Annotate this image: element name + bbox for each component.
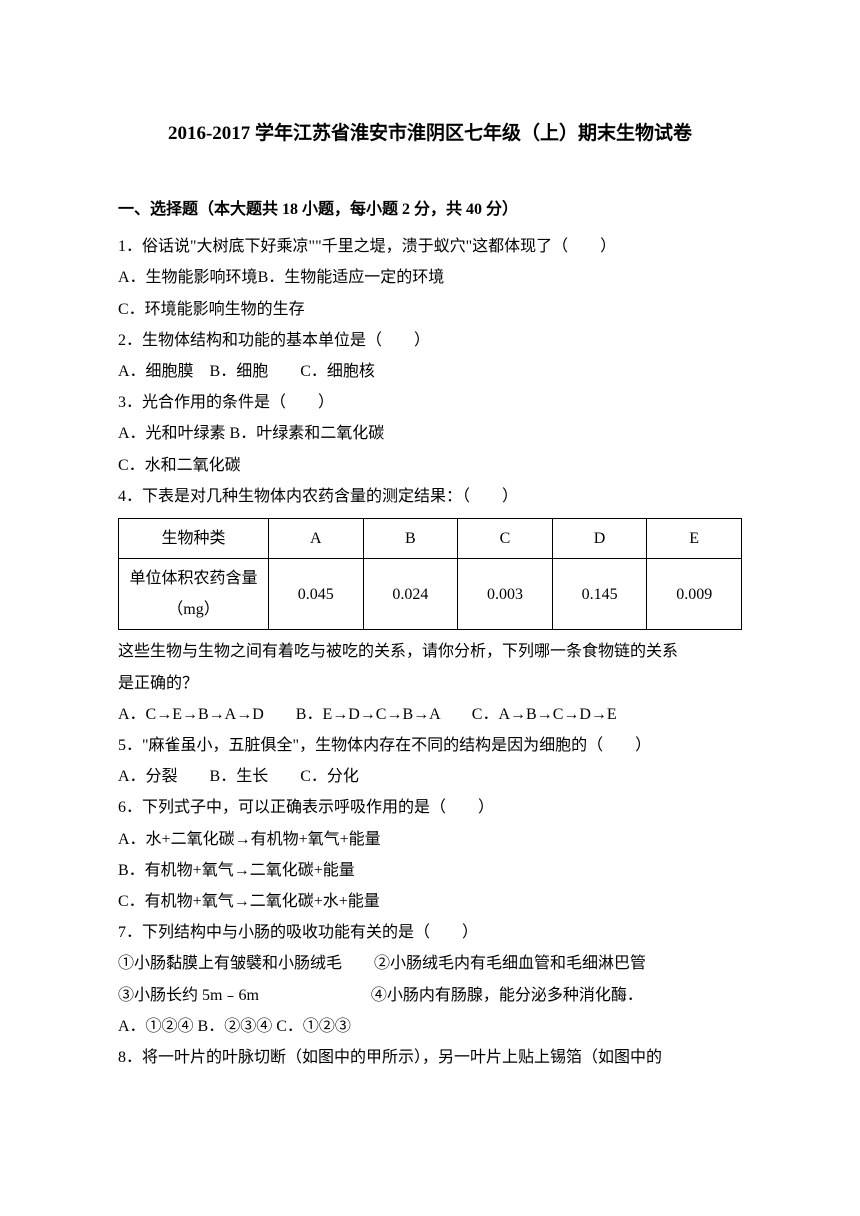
q1-option-c: C．环境能影响生物的生存	[118, 294, 742, 325]
q4-desc-line2: 是正确的？	[118, 668, 742, 699]
question-2-options: A．细胞膜 B．细胞 C．细胞核	[118, 356, 742, 387]
table-cell: C	[458, 518, 553, 558]
table-cell: 0.145	[552, 559, 647, 630]
question-8: 8．将一叶片的叶脉切断（如图中的甲所示），另一叶片上贴上锡箔（如图中的	[118, 1042, 742, 1073]
question-7: 7．下列结构中与小肠的吸收功能有关的是（ ）	[118, 917, 742, 948]
question-7-options: A．①②④ B．②③④ C．①②③	[118, 1011, 742, 1042]
question-4: 4．下表是对几种生物体内农药含量的测定结果：（ ）	[118, 481, 742, 512]
question-2: 2．生物体结构和功能的基本单位是（ ）	[118, 325, 742, 356]
table-row-label: 单位体积农药含量（mg）	[119, 559, 269, 630]
table-header-label: 生物种类	[119, 518, 269, 558]
q3-options-ab: A．光和叶绿素 B．叶绿素和二氧化碳	[118, 418, 742, 449]
q7-sub-line2: ③小肠长约 5m﹣6m ④小肠内有肠腺，能分泌多种消化酶．	[118, 980, 742, 1011]
q1-option-a: A．生物能影响环境	[118, 269, 258, 286]
table-cell: A	[269, 518, 364, 558]
question-1-options-ab: A．生物能影响环境B．生物能适应一定的环境	[118, 262, 742, 293]
table-cell: 0.045	[269, 559, 364, 630]
question-1: 1．俗话说"大树底下好乘凉""千里之堤，溃于蚁穴"这都体现了（ ）	[118, 231, 742, 262]
question-5: 5．"麻雀虽小，五脏俱全"，生物体内存在不同的结构是因为细胞的（ ）	[118, 730, 742, 761]
q6-option-a: A．水+二氧化碳→有机物+氧气+能量	[118, 824, 742, 855]
q6-option-b: B．有机物+氧气→二氧化碳+能量	[118, 855, 742, 886]
question-6: 6．下列式子中，可以正确表示呼吸作用的是（ ）	[118, 792, 742, 823]
table-cell: 0.024	[363, 559, 458, 630]
table-cell: 0.003	[458, 559, 553, 630]
q1-option-b: B．生物能适应一定的环境	[258, 269, 445, 286]
table-row: 生物种类 A B C D E	[119, 518, 742, 558]
q3-option-c: C．水和二氧化碳	[118, 450, 742, 481]
question-3: 3．光合作用的条件是（ ）	[118, 387, 742, 418]
q7-sub-line1: ①小肠黏膜上有皱襞和小肠绒毛 ②小肠绒毛内有毛细血管和毛细淋巴管	[118, 948, 742, 979]
table-cell: 0.009	[647, 559, 742, 630]
table-cell: B	[363, 518, 458, 558]
table-row: 单位体积农药含量（mg） 0.045 0.024 0.003 0.145 0.0…	[119, 559, 742, 630]
question-4-options: A．C→E→B→A→D B．E→D→C→B→A C．A→B→C→D→E	[118, 699, 742, 730]
question-5-options: A．分裂 B．生长 C．分化	[118, 761, 742, 792]
q6-option-c: C．有机物+氧气→二氧化碳+水+能量	[118, 886, 742, 917]
section-header: 一、选择题（本大题共 18 小题，每小题 2 分，共 40 分）	[118, 194, 742, 225]
table-cell: D	[552, 518, 647, 558]
q4-desc-line1: 这些生物与生物之间有着吃与被吃的关系，请你分析，下列哪一条食物链的关系	[118, 636, 742, 667]
table-cell: E	[647, 518, 742, 558]
page-title: 2016-2017 学年江苏省淮安市淮阴区七年级（上）期末生物试卷	[118, 115, 742, 152]
q4-table: 生物种类 A B C D E 单位体积农药含量（mg） 0.045 0.024 …	[118, 518, 742, 631]
